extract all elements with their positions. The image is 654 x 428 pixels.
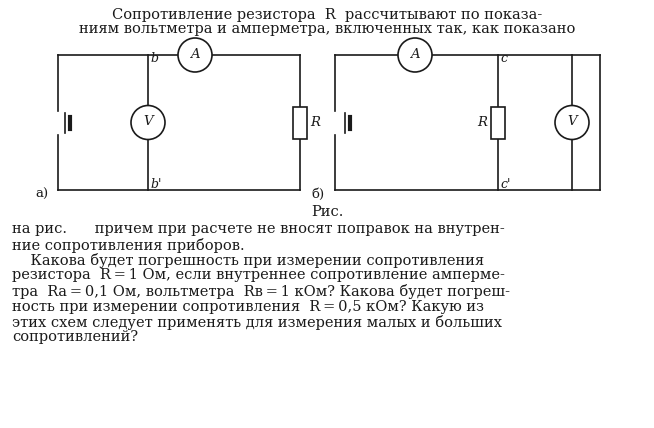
Text: b: b (150, 52, 158, 65)
Text: тра  Rа = 0,1 Ом, вольтметра  Rв = 1 кОм? Какова будет погреш-: тра Rа = 0,1 Ом, вольтметра Rв = 1 кОм? … (12, 284, 510, 299)
Text: A: A (410, 48, 420, 60)
Text: R: R (310, 116, 320, 129)
Text: R: R (477, 116, 487, 129)
Circle shape (555, 105, 589, 140)
Text: Какова будет погрешность при измерении сопротивления: Какова будет погрешность при измерении с… (12, 253, 484, 268)
Text: Сопротивление резистора  R  рассчитывают по показа-: Сопротивление резистора R рассчитывают п… (112, 8, 542, 22)
Text: этих схем следует применять для измерения малых и больших: этих схем следует применять для измерени… (12, 315, 502, 330)
Text: на рис.      причем при расчете не вносят поправок на внутрен-: на рис. причем при расчете не вносят поп… (12, 222, 505, 236)
Text: ниям вольтметра и амперметра, включенных так, как показано: ниям вольтметра и амперметра, включенных… (79, 22, 575, 36)
Text: b': b' (150, 178, 162, 191)
Bar (293, 107, 307, 139)
Text: V: V (567, 115, 577, 128)
Text: c': c' (500, 178, 510, 191)
Text: A: A (190, 48, 200, 60)
Text: Рис.: Рис. (311, 205, 343, 219)
Text: ние сопротивления приборов.: ние сопротивления приборов. (12, 238, 245, 253)
Circle shape (178, 38, 212, 72)
Bar (491, 107, 505, 139)
Text: V: V (143, 115, 153, 128)
Text: ность при измерении сопротивления  R = 0,5 кОм? Какую из: ность при измерении сопротивления R = 0,… (12, 300, 484, 313)
Text: резистора  R = 1 Ом, если внутреннее сопротивление амперме-: резистора R = 1 Ом, если внутреннее сопр… (12, 268, 505, 282)
Text: сопротивлений?: сопротивлений? (12, 330, 138, 345)
Circle shape (131, 105, 165, 140)
Text: а): а) (35, 188, 48, 201)
Text: б): б) (312, 188, 325, 201)
Circle shape (398, 38, 432, 72)
Text: c: c (500, 52, 507, 65)
